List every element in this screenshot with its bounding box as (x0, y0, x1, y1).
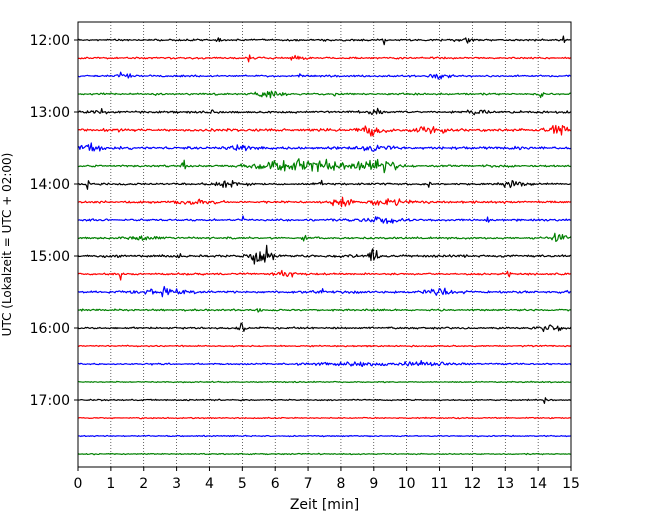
trace-1400 (77, 179, 572, 190)
trace-1445 (77, 232, 572, 242)
x-tick-label: 3 (172, 476, 181, 492)
trace-1745 (77, 452, 572, 456)
x-tick-label: 10 (398, 476, 416, 492)
trace-1715 (77, 416, 572, 420)
grid-lines (110, 22, 539, 467)
x-tick-label: 5 (238, 476, 247, 492)
trace-1300 (77, 107, 572, 116)
x-tick-label: 2 (139, 476, 148, 492)
x-tick-label: 9 (369, 476, 378, 492)
y-tick-label: 14:00 (30, 177, 70, 193)
plot-frame (77, 21, 572, 468)
y-tick-label: 13:00 (30, 105, 70, 121)
trace-1245 (77, 90, 572, 99)
trace-1415 (77, 196, 572, 208)
trace-1230 (77, 71, 572, 80)
x-tick-label: 6 (271, 476, 280, 492)
x-tick-label: 13 (496, 476, 514, 492)
x-axis-label: Zeit [min] (290, 497, 359, 513)
y-tick-label: 15:00 (30, 249, 70, 265)
trace-1730 (77, 434, 572, 438)
trace-1330 (77, 142, 572, 152)
x-tick-label: 11 (431, 476, 449, 492)
trace-1200 (77, 35, 572, 46)
trace-1600 (77, 322, 572, 333)
y-tick-label: 12:00 (30, 33, 70, 49)
trace-1615 (77, 344, 572, 348)
y-ticks: 12:00 13:00 14:00 15:00 16:00 17:00 (30, 33, 78, 409)
x-tick-label: 15 (562, 476, 580, 492)
y-tick-label: 16:00 (30, 321, 70, 337)
x-ticks: 0 1 2 3 4 5 6 7 8 9 10 11 12 13 14 15 (74, 467, 580, 492)
x-tick-label: 4 (205, 476, 214, 492)
trace-1430 (77, 215, 572, 225)
trace-1630 (77, 359, 572, 367)
x-tick-label: 0 (74, 476, 83, 492)
trace-1515 (77, 269, 572, 281)
trace-1500 (77, 244, 572, 265)
x-tick-label: 12 (463, 476, 481, 492)
x-tick-label: 7 (304, 476, 313, 492)
x-tick-label: 8 (336, 476, 345, 492)
trace-layer (77, 35, 572, 456)
trace-1315 (77, 124, 572, 137)
trace-1545 (77, 308, 572, 313)
trace-1700 (77, 397, 572, 405)
trace-1345 (77, 158, 572, 174)
trace-1645 (77, 380, 572, 384)
y-tick-label: 17:00 (30, 393, 70, 409)
x-tick-label: 1 (106, 476, 115, 492)
trace-1215 (77, 54, 572, 63)
y-axis-label: UTC (Lokalzeit = UTC + 02:00) (0, 153, 14, 337)
trace-1530 (77, 285, 572, 298)
x-tick-label: 14 (529, 476, 547, 492)
